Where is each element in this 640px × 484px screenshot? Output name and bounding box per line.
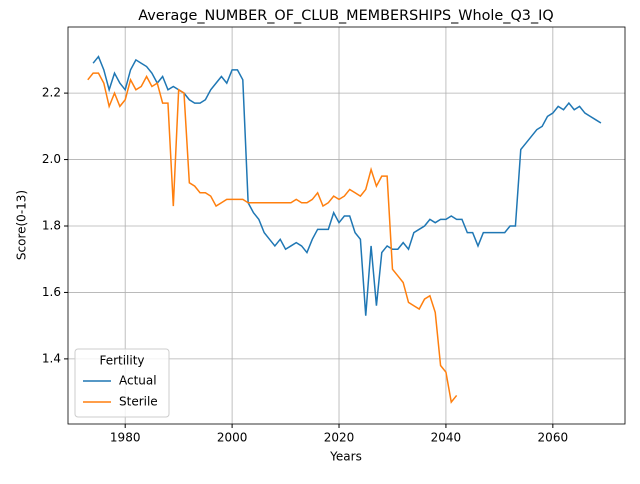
legend-label: Actual [119, 374, 157, 388]
y-tick-label: 1.4 [42, 351, 61, 365]
line-series [87, 72, 458, 404]
y-tick-label: 1.6 [42, 285, 61, 299]
y-tick-label: 2.0 [42, 152, 61, 166]
x-tick-label: 2000 [217, 431, 248, 445]
x-tick-label: 1980 [110, 431, 141, 445]
y-tick-label: 2.2 [42, 86, 61, 100]
legend-label: Sterile [119, 395, 158, 409]
y-axis-label: Score(0-13) [15, 190, 29, 260]
x-axis-label: Years [329, 450, 362, 464]
line-series [92, 55, 602, 316]
y-tick-label: 1.8 [42, 218, 61, 232]
legend-box [74, 348, 170, 418]
x-tick-label: 2060 [538, 431, 569, 445]
chart-title: Average_NUMBER_OF_CLUB_MEMBERSHIPS_Whole… [138, 8, 553, 24]
x-tick-label: 2040 [431, 431, 462, 445]
plot-frame [67, 26, 626, 425]
legend-title: Fertility [99, 354, 144, 368]
x-tick-label: 2020 [324, 431, 355, 445]
